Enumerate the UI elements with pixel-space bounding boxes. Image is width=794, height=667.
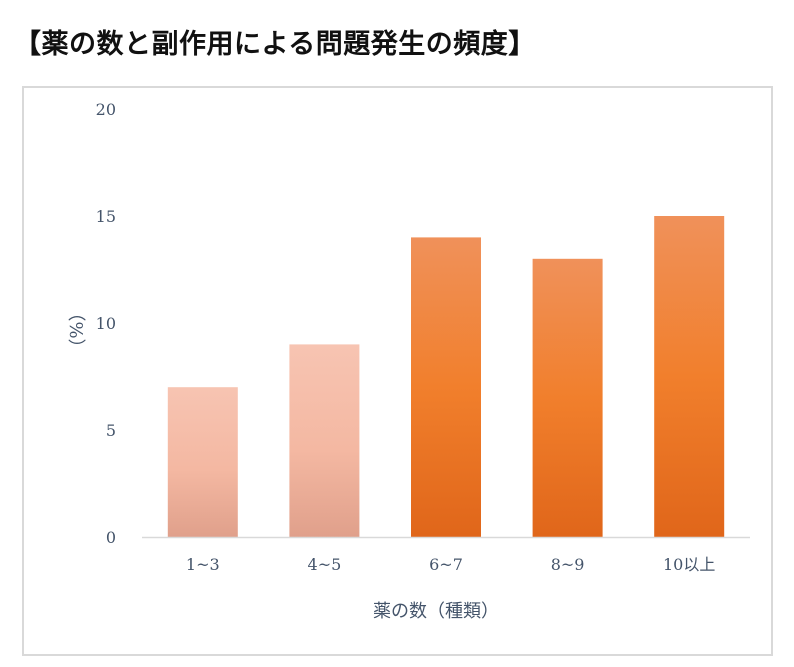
y-tick-label: 5 [106,421,116,440]
x-tick-label: 4~5 [308,555,342,574]
y-tick-label: 15 [96,207,116,226]
bar [167,387,238,537]
bar [654,216,725,537]
x-axis-title: 薬の数（種類） [373,601,499,622]
y-tick-label: 10 [96,314,116,333]
chart-frame [22,86,773,656]
x-tick-label: 6~7 [429,555,463,574]
page-title: 【薬の数と副作用による問題発生の頻度】 [14,29,536,60]
bar [532,258,603,537]
x-axis-labels: 1~3 4~5 6~7 8~9 10以上 [186,555,715,574]
x-tick-label: 1~3 [186,555,220,574]
bar [411,237,481,537]
x-tick-label: 8~9 [551,555,585,574]
y-tick-label: 0 [106,528,116,547]
y-tick-label: 20 [96,100,116,119]
y-axis-title: （%） [65,303,86,356]
x-tick-label: 10以上 [663,555,715,574]
y-axis-ticks: 0 5 10 15 20 [96,100,116,547]
bar [289,344,360,537]
bars-group [167,216,725,537]
